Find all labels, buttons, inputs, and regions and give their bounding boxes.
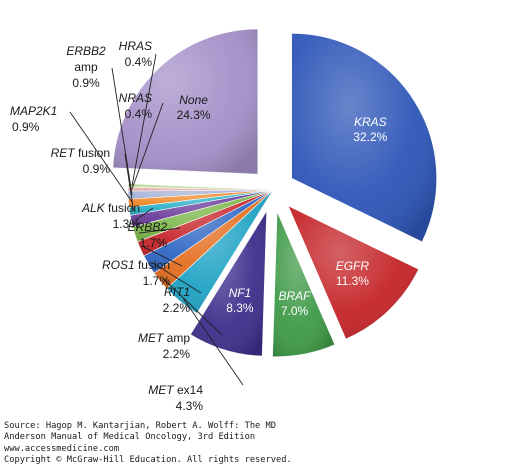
- label-map2k1: MAP2K1 0.9%: [10, 104, 57, 134]
- label-met-ex14: MET ex14 4.3%: [148, 383, 203, 413]
- leader-ret-fusion: [124, 153, 134, 211]
- leader-lines: [69, 53, 244, 386]
- pie-chart: KRAS 32.2% EGFR 11.3% BRAF 7.0% NF1 8.3% MET ex1…: [10, 28, 437, 413]
- source-line: Copyright © McGraw-Hill Education. All r…: [4, 454, 292, 465]
- leader-ros1-fusion: [143, 246, 183, 267]
- label-nras: NRAS 0.4%: [119, 91, 153, 121]
- source-line: Anderson Manual of Medical Oncology, 3rd…: [4, 432, 256, 443]
- leader-alk-fusion: [135, 207, 154, 221]
- slice-labels: KRAS 32.2% EGFR 11.3% BRAF 7.0% NF1 8.3% MET ex1…: [10, 39, 388, 413]
- label-met-amp: MET amp 2.2%: [138, 331, 190, 361]
- source-credit: Source: Hagop M. Kantarjian, Robert A. W…: [4, 421, 304, 466]
- label-egfr: EGFR 11.3%: [336, 259, 370, 288]
- leader-nras: [131, 102, 164, 190]
- label-none: None 24.3%: [177, 93, 211, 122]
- source-line: www.accessmedicine.com: [4, 443, 120, 454]
- pie-slices: [112, 28, 437, 357]
- label-ros1-fusion: ROS1 fusion 1.7%: [102, 258, 170, 288]
- label-erbb2: ERBB2 1.7%: [128, 220, 168, 250]
- leader-erbb2: [138, 227, 181, 234]
- label-braf: BRAF 7.0%: [278, 289, 311, 318]
- label-erbb2-amp: ERBB2 amp 0.9%: [66, 44, 106, 90]
- label-rit1: RIT1 2.2%: [163, 285, 191, 315]
- leader-rit1: [151, 262, 202, 294]
- source-line: Source: Hagop M. Kantarjian, Robert A. W…: [4, 421, 276, 431]
- leader-met-amp: [162, 278, 223, 336]
- label-hras: HRAS 0.4%: [119, 39, 153, 69]
- leader-map2k1: [69, 111, 133, 204]
- leader-met-ex14: [183, 298, 244, 386]
- label-kras: KRAS 32.2%: [353, 115, 387, 144]
- label-ret-fusion: RET fusion 0.9%: [51, 146, 111, 176]
- leader-hras: [131, 53, 157, 186]
- label-alk-fusion: ALK fusion 1.3%: [81, 201, 140, 231]
- leader-erbb2-amp: [111, 67, 133, 195]
- label-nf1: NF1 8.3%: [226, 286, 254, 315]
